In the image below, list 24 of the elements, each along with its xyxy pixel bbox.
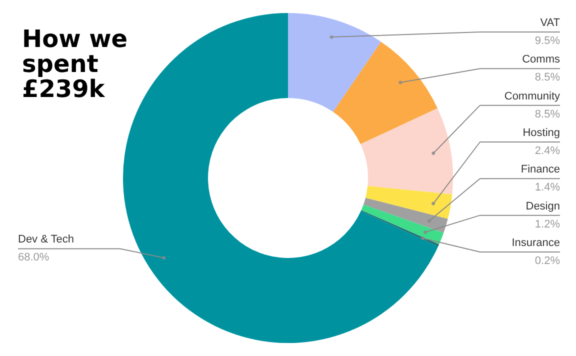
data-label: 68.0% [18,252,50,264]
slice-label: Community [504,90,560,102]
donut-slice [333,42,438,144]
slice-label: Design [526,200,560,212]
donut-slice [366,186,452,219]
data-label: 8.5% [534,72,560,84]
data-label: 1.2% [534,218,560,230]
donut-slice [360,210,440,246]
data-label: 8.5% [534,108,560,120]
slice-label: VAT [540,17,560,29]
donut-slice [288,13,381,112]
data-label: 1.4% [534,182,560,194]
slice-label: Finance [520,164,560,176]
data-label: 9.5% [534,35,560,47]
donut-slice [361,204,444,244]
data-label: 2.4% [534,145,560,157]
text: How we spent £239k [22,25,128,103]
slice-label: Hosting [522,127,560,139]
data-label: 0.2% [534,255,560,267]
donut-slice [363,198,448,233]
slice-label: Comms [522,54,560,66]
slice-label: Dev & Tech [18,234,74,246]
slice-label: Insurance [512,237,560,249]
donut-slice [360,108,453,194]
